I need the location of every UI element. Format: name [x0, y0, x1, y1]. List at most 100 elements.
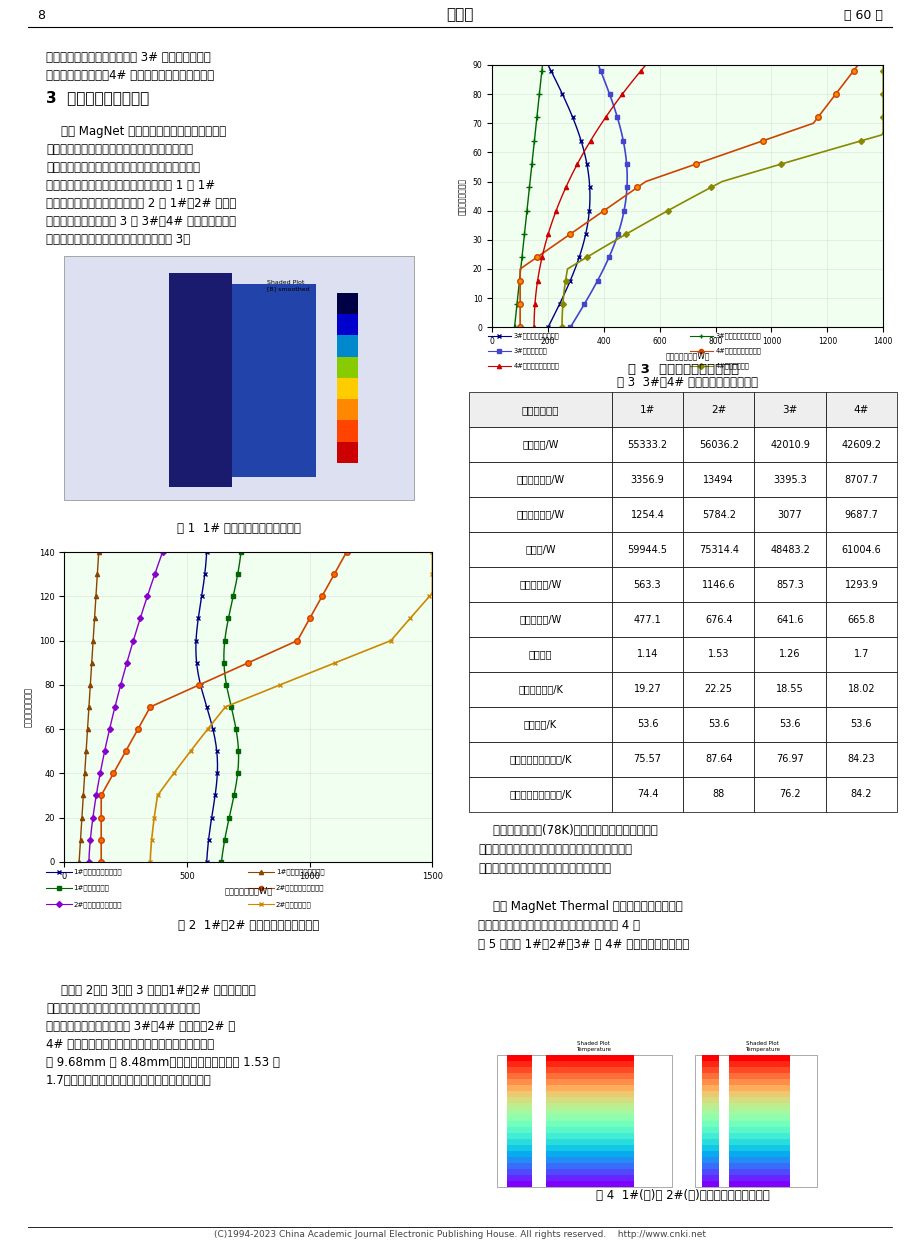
FancyBboxPatch shape: [754, 392, 825, 427]
FancyBboxPatch shape: [701, 1097, 719, 1103]
FancyBboxPatch shape: [825, 567, 896, 602]
FancyBboxPatch shape: [728, 1150, 789, 1157]
FancyBboxPatch shape: [682, 672, 754, 707]
FancyBboxPatch shape: [728, 1055, 789, 1062]
FancyBboxPatch shape: [701, 1084, 719, 1092]
FancyBboxPatch shape: [545, 1090, 633, 1097]
FancyBboxPatch shape: [336, 313, 357, 335]
FancyBboxPatch shape: [825, 497, 896, 532]
Text: 热点系数: 热点系数: [528, 649, 551, 659]
FancyBboxPatch shape: [506, 1157, 531, 1163]
Text: 74.4: 74.4: [636, 789, 657, 799]
FancyBboxPatch shape: [728, 1127, 789, 1133]
FancyBboxPatch shape: [469, 707, 611, 742]
FancyBboxPatch shape: [701, 1120, 719, 1127]
Text: 55333.2: 55333.2: [627, 440, 667, 450]
Text: 8: 8: [37, 10, 45, 22]
FancyBboxPatch shape: [506, 1114, 531, 1122]
Text: (C)1994-2023 China Academic Journal Electronic Publishing House. All rights rese: (C)1994-2023 China Academic Journal Elec…: [214, 1230, 705, 1239]
FancyBboxPatch shape: [232, 284, 316, 477]
FancyBboxPatch shape: [701, 1168, 719, 1174]
FancyBboxPatch shape: [469, 462, 611, 497]
FancyBboxPatch shape: [545, 1055, 633, 1062]
FancyBboxPatch shape: [64, 256, 414, 500]
FancyBboxPatch shape: [611, 392, 682, 427]
Text: 直阻损耗/W: 直阻损耗/W: [522, 440, 558, 450]
FancyBboxPatch shape: [728, 1090, 789, 1097]
Text: 477.1: 477.1: [633, 615, 661, 624]
Text: Shaded Plot
[B] smoothed: Shaded Plot [B] smoothed: [267, 281, 310, 291]
FancyBboxPatch shape: [825, 637, 896, 672]
FancyBboxPatch shape: [336, 292, 357, 313]
FancyBboxPatch shape: [545, 1108, 633, 1115]
FancyBboxPatch shape: [506, 1060, 531, 1068]
Text: 3077: 3077: [777, 510, 801, 520]
Text: 3395.3: 3395.3: [772, 475, 806, 485]
Text: 76.97: 76.97: [776, 754, 803, 764]
Text: 88: 88: [712, 789, 724, 799]
Text: 总损耗/W: 总损耗/W: [525, 545, 555, 555]
Text: 3#电抗器轴向涡流损耗: 3#电抗器轴向涡流损耗: [513, 332, 559, 340]
FancyBboxPatch shape: [701, 1108, 719, 1115]
FancyBboxPatch shape: [754, 497, 825, 532]
FancyBboxPatch shape: [506, 1138, 531, 1145]
FancyBboxPatch shape: [754, 707, 825, 742]
FancyBboxPatch shape: [728, 1084, 789, 1092]
FancyBboxPatch shape: [506, 1174, 531, 1180]
Text: 2#电抗器轴向涡流损耗: 2#电抗器轴向涡流损耗: [276, 884, 324, 892]
Text: 857.3: 857.3: [776, 580, 803, 590]
Text: 电抗器设计号: 电抗器设计号: [521, 405, 559, 415]
FancyBboxPatch shape: [754, 602, 825, 637]
FancyBboxPatch shape: [701, 1174, 719, 1180]
FancyBboxPatch shape: [545, 1168, 633, 1174]
Text: 18.02: 18.02: [846, 684, 874, 694]
Text: 9687.7: 9687.7: [844, 510, 878, 520]
FancyBboxPatch shape: [701, 1144, 719, 1150]
Text: 5784.2: 5784.2: [701, 510, 735, 520]
FancyBboxPatch shape: [545, 1097, 633, 1103]
FancyBboxPatch shape: [506, 1097, 531, 1103]
Y-axis label: 饼数（从下到上）: 饼数（从下到上）: [24, 687, 33, 727]
Text: 22.25: 22.25: [704, 684, 732, 694]
Text: 75.57: 75.57: [633, 754, 661, 764]
FancyBboxPatch shape: [728, 1097, 789, 1103]
Text: 61004.6: 61004.6: [841, 545, 880, 555]
Text: 4#电抗器轴向涡流损耗: 4#电抗器轴向涡流损耗: [715, 347, 761, 355]
FancyBboxPatch shape: [682, 602, 754, 637]
FancyBboxPatch shape: [506, 1108, 531, 1115]
Text: 绕组铜油温差/K: 绕组铜油温差/K: [517, 684, 562, 694]
FancyBboxPatch shape: [496, 1055, 672, 1187]
FancyBboxPatch shape: [728, 1174, 789, 1180]
FancyBboxPatch shape: [728, 1138, 789, 1145]
Text: 1#: 1#: [639, 405, 654, 415]
FancyBboxPatch shape: [469, 497, 611, 532]
FancyBboxPatch shape: [728, 1073, 789, 1079]
FancyBboxPatch shape: [825, 707, 896, 742]
FancyBboxPatch shape: [825, 462, 896, 497]
FancyBboxPatch shape: [545, 1084, 633, 1092]
FancyBboxPatch shape: [545, 1162, 633, 1169]
Text: 48483.2: 48483.2: [769, 545, 809, 555]
Text: 电抗器为同一设计，区别在于 3# 电抗器选用网包
自粘半硬换位导线，4# 电抗器选用普通半硬扁线。: 电抗器为同一设计，区别在于 3# 电抗器选用网包 自粘半硬换位导线，4# 电抗器…: [46, 51, 214, 82]
FancyBboxPatch shape: [728, 1103, 789, 1109]
Text: 641.6: 641.6: [776, 615, 803, 624]
FancyBboxPatch shape: [336, 377, 357, 400]
Text: 665.8: 665.8: [846, 615, 874, 624]
FancyBboxPatch shape: [506, 1180, 531, 1187]
FancyBboxPatch shape: [506, 1079, 531, 1085]
FancyBboxPatch shape: [701, 1114, 719, 1122]
FancyBboxPatch shape: [754, 672, 825, 707]
Text: 676.4: 676.4: [704, 615, 732, 624]
FancyBboxPatch shape: [682, 567, 754, 602]
FancyBboxPatch shape: [825, 532, 896, 567]
Text: 53.6: 53.6: [636, 719, 657, 729]
FancyBboxPatch shape: [728, 1060, 789, 1068]
Text: 3  电抗器绕组热点分析: 3 电抗器绕组热点分析: [46, 90, 149, 105]
Text: 84.23: 84.23: [846, 754, 874, 764]
Text: 75314.4: 75314.4: [698, 545, 738, 555]
FancyBboxPatch shape: [611, 637, 682, 672]
Text: 变压器: 变压器: [446, 7, 473, 22]
Text: 2#电抗器总损耗: 2#电抗器总损耗: [276, 901, 312, 908]
FancyBboxPatch shape: [701, 1150, 719, 1157]
Text: 1293.9: 1293.9: [844, 580, 878, 590]
